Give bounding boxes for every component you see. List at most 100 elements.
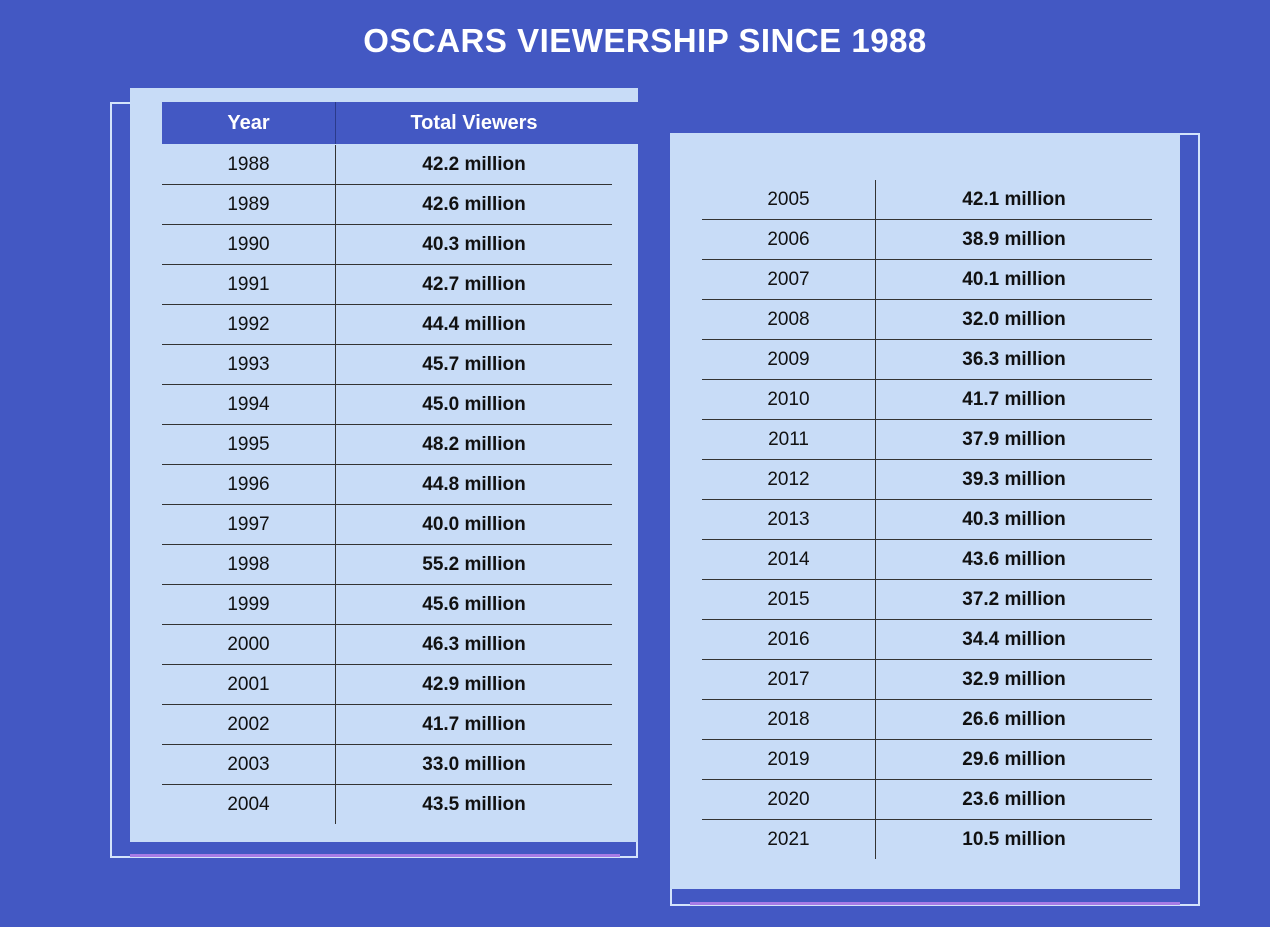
- year-cell: 1990: [162, 224, 336, 265]
- viewers-cell: 33.0 million: [422, 753, 526, 775]
- viewers-cell: 29.6 million: [962, 748, 1066, 770]
- viewers-cell: 46.3 million: [422, 633, 526, 655]
- panel-edge: [670, 889, 1200, 906]
- table-header: Year Total Viewers: [162, 102, 638, 144]
- viewership-table-right: 2005 42.1 million 2006 38.9 million 2007 40.1…: [702, 180, 1152, 859]
- table-row: 1996 44.8 million: [162, 464, 612, 505]
- year-cell: 2012: [702, 459, 876, 500]
- viewers-cell: 42.6 million: [422, 193, 526, 215]
- year-cell: 2003: [162, 744, 336, 785]
- table-row: 1999 45.6 million: [162, 584, 612, 625]
- year-cell: 2001: [162, 664, 336, 705]
- viewers-cell: 37.2 million: [962, 588, 1066, 610]
- page-title: OSCARS VIEWERSHIP SINCE 1988: [363, 22, 927, 59]
- viewers-cell: 45.6 million: [422, 593, 526, 615]
- year-cell: 1989: [162, 184, 336, 225]
- panel-edge: [110, 842, 638, 858]
- year-cell: 2019: [702, 739, 876, 780]
- table-row: 2015 37.2 million: [702, 579, 1152, 620]
- viewers-cell: 43.5 million: [422, 793, 526, 815]
- year-cell: 1995: [162, 424, 336, 465]
- table-row: 2001 42.9 million: [162, 664, 612, 705]
- viewers-cell: 40.0 million: [422, 513, 526, 535]
- table-row: 1993 45.7 million: [162, 344, 612, 385]
- viewers-cell: 10.5 million: [962, 828, 1066, 850]
- year-cell: 2015: [702, 579, 876, 620]
- year-cell: 2010: [702, 379, 876, 420]
- viewers-cell: 44.8 million: [422, 473, 526, 495]
- table-row: 2008 32.0 million: [702, 299, 1152, 340]
- year-cell: 2000: [162, 624, 336, 665]
- table-row: 2012 39.3 million: [702, 459, 1152, 500]
- year-cell: 2016: [702, 619, 876, 660]
- table-row: 1988 42.2 million: [162, 145, 612, 185]
- year-cell: 2009: [702, 339, 876, 380]
- table-row: 2004 43.5 million: [162, 784, 612, 824]
- viewers-cell: 55.2 million: [422, 553, 526, 575]
- year-cell: 2008: [702, 299, 876, 340]
- year-cell: 1997: [162, 504, 336, 545]
- table-row: 1995 48.2 million: [162, 424, 612, 465]
- year-cell: 2007: [702, 259, 876, 300]
- year-cell: 1998: [162, 544, 336, 585]
- table-row: 2016 34.4 million: [702, 619, 1152, 660]
- year-cell: 2021: [702, 819, 876, 859]
- table-row: 2006 38.9 million: [702, 219, 1152, 260]
- column-header-year: Year: [227, 112, 270, 134]
- viewers-cell: 40.3 million: [962, 508, 1066, 530]
- year-cell: 1988: [162, 145, 336, 185]
- table-row: 2021 10.5 million: [702, 819, 1152, 859]
- table-row: 2009 36.3 million: [702, 339, 1152, 380]
- year-cell: 2013: [702, 499, 876, 540]
- year-cell: 2018: [702, 699, 876, 740]
- panel-glow: [130, 854, 620, 857]
- year-cell: 1996: [162, 464, 336, 505]
- viewers-cell: 42.7 million: [422, 273, 526, 295]
- viewers-cell: 41.7 million: [962, 388, 1066, 410]
- table-row: 2017 32.9 million: [702, 659, 1152, 700]
- year-cell: 2011: [702, 419, 876, 460]
- viewers-cell: 43.6 million: [962, 548, 1066, 570]
- year-cell: 1991: [162, 264, 336, 305]
- year-cell: 1993: [162, 344, 336, 385]
- year-cell: 2002: [162, 704, 336, 745]
- year-cell: 2004: [162, 784, 336, 824]
- viewers-cell: 42.2 million: [422, 153, 526, 175]
- viewers-cell: 39.3 million: [962, 468, 1066, 490]
- year-cell: 2020: [702, 779, 876, 820]
- viewers-cell: 48.2 million: [422, 433, 526, 455]
- viewers-cell: 23.6 million: [962, 788, 1066, 810]
- table-row: 1994 45.0 million: [162, 384, 612, 425]
- panel-glow: [690, 902, 1180, 905]
- table-row: 1992 44.4 million: [162, 304, 612, 345]
- year-cell: 2005: [702, 180, 876, 220]
- viewers-cell: 34.4 million: [962, 628, 1066, 650]
- viewers-cell: 42.1 million: [962, 188, 1066, 210]
- header-divider: [335, 102, 336, 144]
- viewers-cell: 26.6 million: [962, 708, 1066, 730]
- table-row: 1989 42.6 million: [162, 184, 612, 225]
- year-cell: 1999: [162, 584, 336, 625]
- viewers-cell: 32.0 million: [962, 308, 1066, 330]
- table-row: 2018 26.6 million: [702, 699, 1152, 740]
- viewership-table-left: 1988 42.2 million 1989 42.6 million 1990 40.3…: [162, 145, 612, 824]
- table-row: 2000 46.3 million: [162, 624, 612, 665]
- year-cell: 2017: [702, 659, 876, 700]
- table-row: 2013 40.3 million: [702, 499, 1152, 540]
- panel-edge: [110, 102, 130, 858]
- viewers-cell: 45.0 million: [422, 393, 526, 415]
- viewers-cell: 37.9 million: [962, 428, 1066, 450]
- year-cell: 2014: [702, 539, 876, 580]
- table-row: 2014 43.6 million: [702, 539, 1152, 580]
- panel-edge: [1180, 133, 1200, 906]
- table-row: 1998 55.2 million: [162, 544, 612, 585]
- table-row: 2003 33.0 million: [162, 744, 612, 785]
- column-header-viewers: Total Viewers: [410, 112, 538, 134]
- year-cell: 2006: [702, 219, 876, 260]
- viewers-cell: 32.9 million: [962, 668, 1066, 690]
- table-row: 2010 41.7 million: [702, 379, 1152, 420]
- table-row: 2002 41.7 million: [162, 704, 612, 745]
- viewers-cell: 40.1 million: [962, 268, 1066, 290]
- table-row: 2020 23.6 million: [702, 779, 1152, 820]
- table-row: 2007 40.1 million: [702, 259, 1152, 300]
